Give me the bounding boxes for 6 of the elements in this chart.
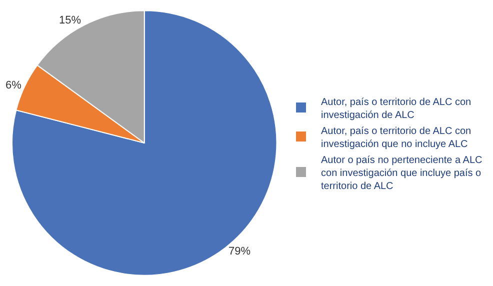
legend-label: Autor o país no perteneciente a ALC con investigación que incluye país o territorio de ALC [321,154,482,192]
data-label: 15% [59,14,82,26]
legend-label: Autor, país o territorio de ALC con investigación que no incluye ALC [321,126,472,150]
data-label: 6% [5,80,22,92]
data-label: 79% [228,245,251,258]
legend-label: Autor, país o territorio de ALC con investigación de ALC [321,96,472,121]
